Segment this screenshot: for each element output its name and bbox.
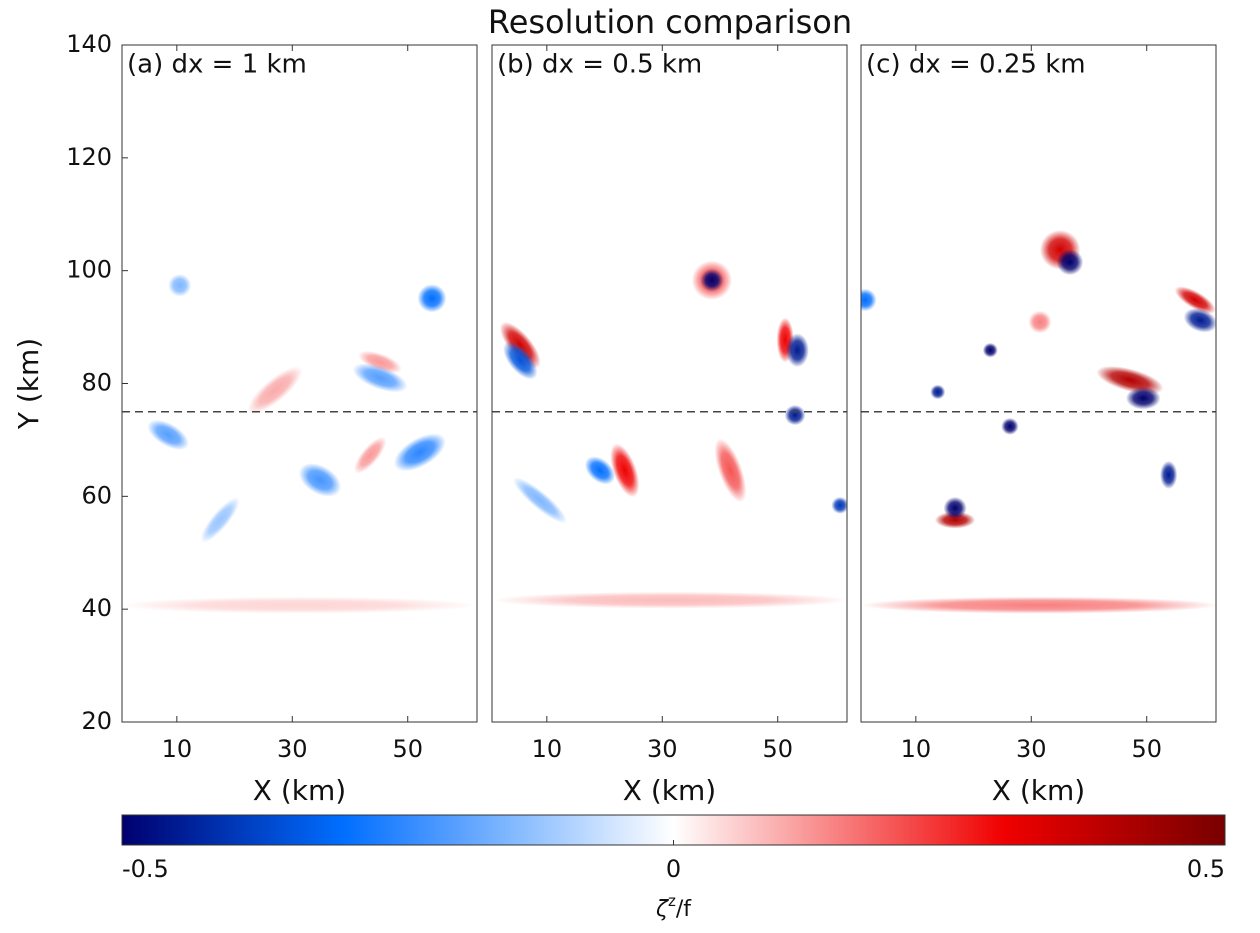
vortex [200,497,240,543]
vortex [861,596,1216,614]
y-tick-label: 20 [81,707,112,735]
vortex [831,496,847,514]
panel-label: (a) dx = 1 km [127,50,307,80]
vortex [1028,310,1052,334]
x-tick-label: 50 [762,735,793,763]
vortex [492,591,847,609]
x-tick-label: 30 [277,735,308,763]
vortex [785,333,809,368]
vortex [168,274,192,297]
x-tick-label: 10 [901,735,932,763]
panel-background [861,45,1216,722]
vortex [298,463,342,497]
vortex [1125,386,1161,410]
vortex [393,433,446,472]
y-tick-label: 60 [81,481,112,509]
vortex [354,436,387,474]
colorbar-label: ζz/f [655,892,692,923]
x-axis-label: X (km) [623,774,716,807]
vortex [1174,286,1216,314]
vortex [417,284,447,313]
colorbar-tick-label: 0 [666,855,681,883]
y-axis-label: Y (km) [12,338,45,430]
x-tick-label: 30 [647,735,678,763]
vortex [122,596,477,614]
x-tick-label: 30 [1016,735,1047,763]
vortex [352,363,408,393]
x-axis-label: X (km) [253,774,346,807]
panel-background [492,45,847,722]
vortex [714,438,747,503]
vortex [584,456,616,485]
vortex [784,404,806,426]
vortex [147,419,189,450]
heatmap [492,260,847,609]
colorbar-label-symbol: ζ [655,897,669,922]
x-tick-label: 50 [392,735,423,763]
vortex [247,366,303,415]
panel-frame [860,44,1217,723]
vortex [861,288,877,312]
vortex [700,268,724,292]
colorbar-tick-label: -0.5 [122,855,169,883]
panel-label: (b) dx = 0.5 km [497,50,702,80]
vortex [930,384,946,400]
y-tick-label: 100 [66,256,112,284]
y-tick-label: 140 [66,30,112,58]
vortex [358,350,402,374]
vortex [512,477,567,524]
x-tick-label: 50 [1131,735,1162,763]
vortex [943,496,967,520]
heatmap [122,274,477,614]
panel-background [122,45,477,722]
vortex [1001,417,1019,435]
y-tick-label: 40 [81,594,112,622]
vortex [934,511,976,529]
colorbar-label-superscript: z [668,892,676,910]
vortex [1160,460,1178,489]
x-tick-label: 10 [532,735,563,763]
panel-label: (c) dx = 0.25 km [866,50,1086,80]
figure-title: Resolution comparison [488,3,852,41]
vortex [503,341,538,380]
colorbar-tick-label: 0.5 [1187,855,1225,883]
vortex [1056,249,1084,276]
colorbar-label-suffix: /f [676,897,692,922]
vortex [982,342,998,358]
x-axis-label: X (km) [992,774,1085,807]
vortex [1183,308,1216,333]
x-tick-label: 10 [162,735,193,763]
panel-frame [491,44,848,723]
y-tick-label: 80 [81,369,112,397]
y-tick-label: 120 [66,143,112,171]
heatmap [861,230,1216,614]
vortex [610,443,640,498]
